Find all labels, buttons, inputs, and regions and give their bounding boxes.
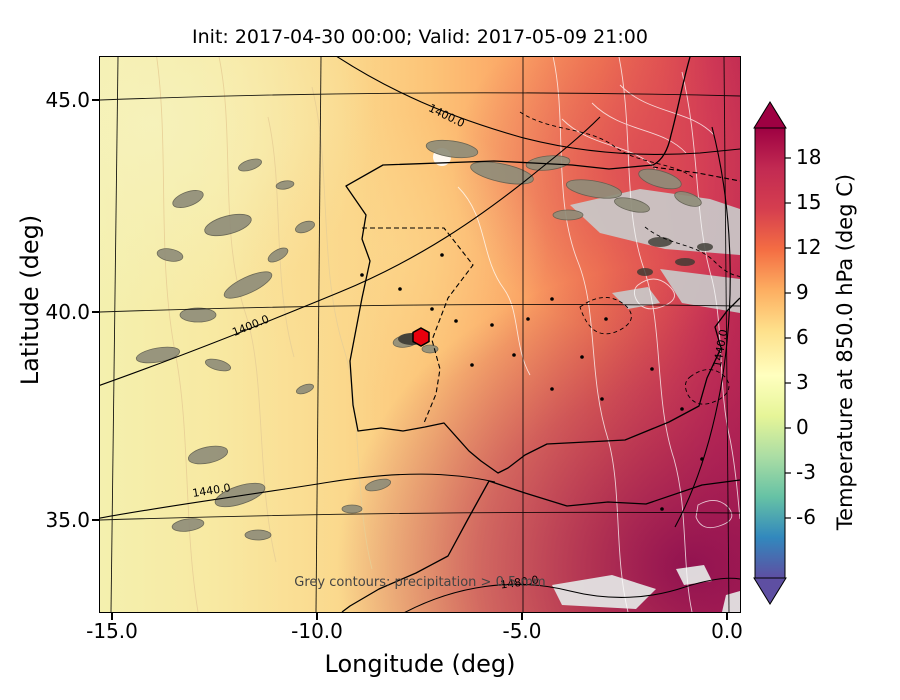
- y-tick-label: 35.0: [45, 508, 90, 532]
- colorbar: [753, 101, 791, 605]
- graticule: [100, 57, 740, 612]
- y-tick-label: 40.0: [45, 300, 90, 324]
- colorbar-tick-label: 3: [796, 370, 809, 394]
- dashed-contours: [519, 111, 740, 405]
- plot-title: Init: 2017-04-30 00:00; Valid: 2017-05-0…: [192, 26, 648, 48]
- colorbar-axis-label: Temperature at 850.0 hPa (deg C): [833, 173, 857, 531]
- colorbar-under-arrow: [753, 577, 787, 605]
- colorbar-tick-label: 9: [796, 280, 809, 304]
- location-marker: [412, 327, 430, 347]
- x-tick-mark: [316, 613, 318, 620]
- y-tick-mark: [92, 519, 99, 521]
- colorbar-tick-label: 18: [796, 145, 822, 169]
- colorbar-tick-label: 6: [796, 325, 809, 349]
- colorbar-tick-marks: [785, 157, 791, 519]
- map-plot-area: 1400.0 1400.0 1440.0 1440.0 1480.0: [99, 56, 741, 613]
- x-tick-mark: [521, 613, 523, 620]
- grey-precip-patches-south: [552, 565, 740, 612]
- colorbar-tick-label: 0: [796, 415, 809, 439]
- colorbar-tick-label: 15: [796, 190, 822, 214]
- x-tick-label: -10.0: [291, 619, 343, 643]
- x-tick-mark: [726, 613, 728, 620]
- country-borders: [362, 166, 740, 424]
- colorbar-tick-label: -6: [796, 505, 816, 529]
- x-tick-mark: [111, 613, 113, 620]
- x-tick-label: -15.0: [86, 619, 138, 643]
- geopotential-contours: [100, 57, 740, 612]
- grey-precip-blobs: [135, 139, 702, 541]
- colorbar-gradient: [754, 127, 786, 579]
- x-axis-label: Longitude (deg): [324, 650, 516, 678]
- contour-label: 1440.0: [191, 481, 231, 500]
- x-tick-label: -5.0: [502, 619, 542, 643]
- colorbar-tick-label: -3: [796, 460, 816, 484]
- map-canvas: 1400.0 1400.0 1440.0 1440.0 1480.0: [100, 57, 740, 612]
- y-tick-label: 45.0: [45, 88, 90, 112]
- y-tick-mark: [92, 99, 99, 101]
- colorbar-over-arrow: [753, 101, 787, 129]
- station-dots: [360, 253, 704, 511]
- contour-label: 1480.0: [500, 573, 540, 591]
- y-tick-mark: [92, 311, 99, 313]
- colorbar-tick-label: 12: [796, 235, 822, 259]
- x-tick-label: 0.0: [711, 619, 743, 643]
